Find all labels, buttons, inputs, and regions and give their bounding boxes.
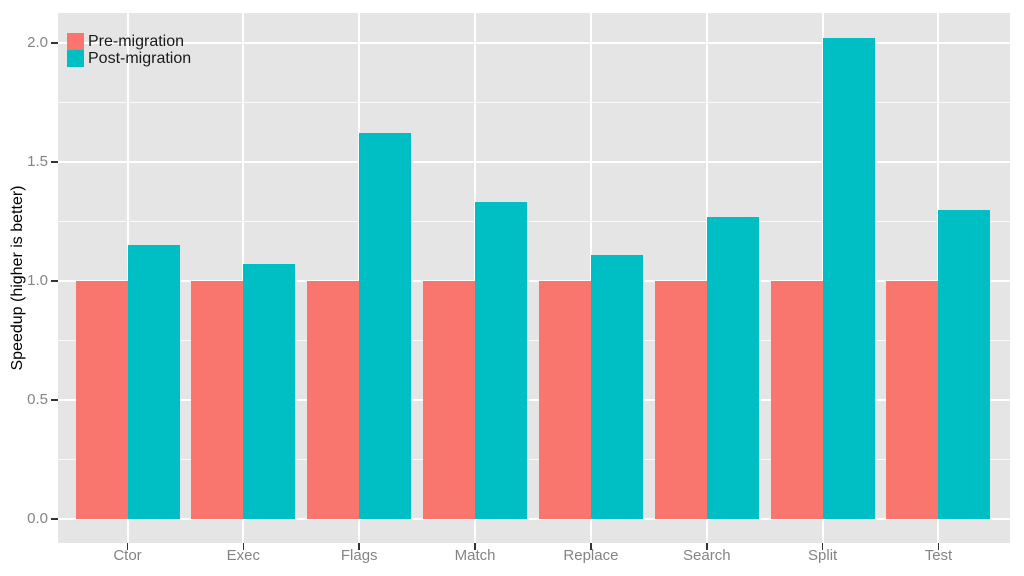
y-tick-label: 2.0 bbox=[27, 34, 48, 51]
gridline-major-horizontal bbox=[58, 518, 1010, 520]
x-axis-tick bbox=[706, 543, 708, 550]
gridline-minor-horizontal bbox=[58, 101, 1010, 104]
gridline-major-horizontal bbox=[58, 42, 1010, 44]
y-tick-label: 0.0 bbox=[27, 510, 48, 527]
y-axis-tick bbox=[51, 280, 58, 282]
legend-swatch-icon bbox=[67, 33, 84, 50]
x-tick-label-split: Split bbox=[808, 547, 838, 564]
y-tick-label: 1.5 bbox=[27, 153, 48, 170]
bar-pre-test bbox=[886, 281, 939, 519]
x-tick-label-match: Match bbox=[454, 547, 496, 564]
x-tick-label-search: Search bbox=[683, 547, 731, 564]
x-tick-label-test: Test bbox=[924, 547, 953, 564]
x-axis-tick bbox=[590, 543, 592, 550]
x-tick-label-replace: Replace bbox=[563, 547, 619, 564]
x-axis-tick bbox=[242, 543, 245, 550]
bar-post-flags bbox=[359, 133, 412, 519]
gridline-minor-horizontal bbox=[58, 339, 1010, 342]
x-tick-label-exec: Exec bbox=[226, 547, 261, 564]
legend: Pre-migration Post-migration bbox=[67, 33, 191, 67]
x-tick-label-ctor: Ctor bbox=[113, 547, 142, 564]
bar-pre-flags bbox=[307, 281, 360, 519]
bar-post-ctor bbox=[127, 245, 180, 519]
bar-pre-match bbox=[423, 281, 476, 519]
bar-pre-split bbox=[770, 281, 823, 519]
legend-label: Post-migration bbox=[88, 50, 192, 67]
y-tick-label: 0.5 bbox=[27, 391, 48, 408]
gridline-major-horizontal bbox=[58, 399, 1010, 401]
bar-pre-exec bbox=[191, 281, 244, 519]
y-axis-tick bbox=[51, 518, 58, 520]
bar-post-test bbox=[938, 209, 991, 519]
x-axis-tick bbox=[358, 543, 360, 550]
legend-item-post-migration: Post-migration bbox=[67, 50, 191, 67]
gridline-minor-horizontal bbox=[58, 220, 1010, 223]
legend-item-pre-migration: Pre-migration bbox=[67, 33, 191, 50]
bar-post-match bbox=[475, 202, 528, 519]
y-axis-tick bbox=[51, 161, 58, 163]
x-axis-tick bbox=[821, 543, 824, 550]
legend-swatch-icon bbox=[67, 50, 84, 67]
bar-pre-search bbox=[654, 281, 707, 519]
gridline-minor-horizontal bbox=[58, 458, 1010, 461]
gridline-major-horizontal bbox=[58, 161, 1010, 163]
bar-post-split bbox=[822, 38, 875, 519]
bar-pre-ctor bbox=[75, 281, 128, 519]
bar-post-replace bbox=[590, 254, 643, 519]
plot-panel: Pre-migration Post-migration bbox=[58, 13, 1010, 543]
y-axis-tick bbox=[51, 399, 58, 401]
bar-post-exec bbox=[243, 264, 296, 519]
y-tick-label: 1.0 bbox=[27, 272, 48, 289]
legend-label: Pre-migration bbox=[88, 33, 185, 50]
gridline-major-horizontal bbox=[58, 280, 1010, 282]
x-axis-tick bbox=[126, 543, 129, 550]
x-axis-tick bbox=[474, 543, 476, 550]
x-axis-tick bbox=[937, 543, 940, 550]
y-axis-tick bbox=[51, 42, 58, 44]
bar-pre-replace bbox=[538, 281, 591, 519]
x-tick-label-flags: Flags bbox=[340, 547, 378, 564]
bar-post-search bbox=[706, 216, 759, 519]
